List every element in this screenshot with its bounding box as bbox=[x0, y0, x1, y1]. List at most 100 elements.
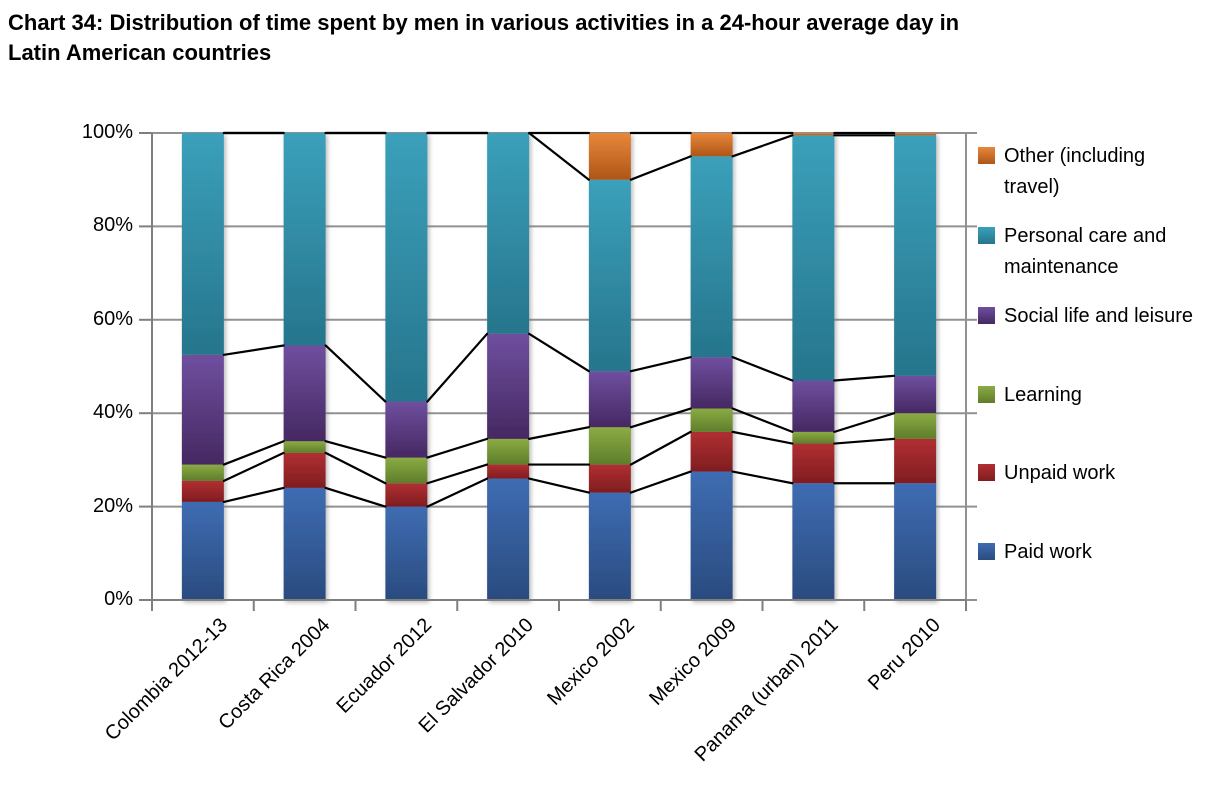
bar-segment-unpaid-work-costa-rica-2004 bbox=[283, 452, 326, 488]
y-axis-label-20: 20% bbox=[92, 494, 133, 517]
legend-label-paid-work: Paid work bbox=[1004, 541, 1092, 563]
bar-mexico-2009 bbox=[690, 133, 733, 600]
bar-segment-learning-ecuador-2012 bbox=[385, 457, 428, 484]
legend-label-social-life-and-leisure: Social life and leisure bbox=[1004, 305, 1193, 327]
series-line-social-life-and-leisure-1 bbox=[324, 344, 387, 403]
bar-segment-other-including-travel-peru-2010 bbox=[894, 133, 937, 136]
bar-el-salvador-2010 bbox=[487, 133, 530, 600]
legend-label-personal-care-and-maintenance: Personal care and maintenance bbox=[1004, 225, 1167, 278]
series-line-paid-work-4 bbox=[629, 470, 692, 494]
bar-segment-paid-work-mexico-2002 bbox=[588, 492, 631, 600]
y-axis-label-0: 0% bbox=[104, 588, 133, 610]
bar-segment-unpaid-work-mexico-2002 bbox=[588, 464, 631, 493]
series-line-unpaid-work-6 bbox=[833, 437, 896, 445]
series-line-paid-work-5 bbox=[731, 470, 794, 485]
series-line-learning-3 bbox=[528, 426, 590, 440]
series-line-learning-1 bbox=[324, 440, 387, 459]
legend-item-other-including-travel: Other (including travel) bbox=[978, 141, 1220, 203]
legend-swatch-personal-care-and-maintenance bbox=[978, 227, 995, 244]
bar-segment-learning-mexico-2002 bbox=[588, 427, 631, 465]
bar-segment-personal-care-and-maintenance-mexico-2002 bbox=[588, 179, 631, 372]
legend-swatch-other-including-travel bbox=[978, 147, 995, 164]
series-line-personal-care-and-maintenance-4 bbox=[629, 155, 692, 181]
bar-ecuador-2012 bbox=[385, 133, 428, 600]
series-line-learning-2 bbox=[426, 437, 489, 459]
bar-segment-paid-work-mexico-2009 bbox=[690, 471, 733, 600]
bar-segment-personal-care-and-maintenance-ecuador-2012 bbox=[385, 133, 428, 402]
bar-segment-paid-work-peru-2010 bbox=[894, 483, 937, 600]
y-axis-label-60: 60% bbox=[92, 307, 133, 330]
bar-segment-learning-panama-urban-2011 bbox=[792, 431, 835, 444]
series-line-social-life-and-leisure-4 bbox=[629, 356, 692, 373]
legend-item-learning: Learning bbox=[978, 380, 1220, 411]
series-line-paid-work-2 bbox=[426, 477, 489, 508]
series-line-personal-care-and-maintenance-3 bbox=[528, 131, 590, 181]
series-line-unpaid-work-1 bbox=[324, 451, 387, 485]
bar-segment-unpaid-work-panama-urban-2011 bbox=[792, 443, 835, 484]
bar-segment-learning-peru-2010 bbox=[894, 413, 937, 439]
chart-title: Chart 34: Distribution of time spent by … bbox=[8, 8, 1220, 68]
series-line-learning-4 bbox=[629, 407, 692, 429]
bar-segment-unpaid-work-mexico-2009 bbox=[690, 431, 733, 472]
bar-segment-social-life-and-leisure-peru-2010 bbox=[894, 375, 937, 414]
bar-segment-social-life-and-leisure-panama-urban-2011 bbox=[792, 380, 835, 432]
y-axis-label-80: 80% bbox=[92, 214, 133, 237]
series-line-unpaid-work-2 bbox=[426, 463, 489, 485]
bar-segment-personal-care-and-maintenance-el-salvador-2010 bbox=[487, 133, 530, 334]
axes bbox=[139, 133, 967, 611]
bar-segment-social-life-and-leisure-ecuador-2012 bbox=[385, 401, 428, 458]
bar-segment-unpaid-work-el-salvador-2010 bbox=[487, 464, 530, 479]
bar-segment-paid-work-el-salvador-2010 bbox=[487, 478, 530, 600]
gridlines bbox=[139, 132, 977, 601]
bar-mexico-2002 bbox=[588, 133, 631, 600]
bar-segment-personal-care-and-maintenance-mexico-2009 bbox=[690, 156, 733, 358]
series-line-social-life-and-leisure-6 bbox=[833, 374, 896, 382]
series-line-paid-work-0 bbox=[222, 486, 285, 504]
bar-segment-unpaid-work-colombia-2012-13 bbox=[181, 480, 224, 502]
bar-segment-other-including-travel-mexico-2002 bbox=[588, 133, 631, 180]
series-line-learning-5 bbox=[731, 407, 794, 433]
bar-segment-social-life-and-leisure-el-salvador-2010 bbox=[487, 333, 530, 439]
bar-segment-learning-colombia-2012-13 bbox=[181, 464, 224, 481]
series-line-learning-6 bbox=[833, 412, 896, 433]
series-line-social-life-and-leisure-5 bbox=[731, 356, 794, 382]
bar-colombia-2012-13 bbox=[181, 133, 224, 600]
series-line-unpaid-work-0 bbox=[222, 451, 285, 483]
legend-item-unpaid-work: Unpaid work bbox=[978, 458, 1220, 489]
bar-segment-social-life-and-leisure-colombia-2012-13 bbox=[181, 354, 224, 465]
legend-swatch-social-life-and-leisure bbox=[978, 307, 995, 324]
legend-item-social-life-and-leisure: Social life and leisure bbox=[978, 301, 1220, 332]
legend-item-personal-care-and-maintenance: Personal care and maintenance bbox=[978, 221, 1220, 283]
bar-segment-learning-el-salvador-2010 bbox=[487, 438, 530, 465]
bar-panama-urban-2011 bbox=[792, 133, 835, 600]
legend-label-unpaid-work: Unpaid work bbox=[1004, 462, 1116, 484]
series-line-paid-work-1 bbox=[324, 486, 387, 508]
bar-segment-other-including-travel-panama-urban-2011 bbox=[792, 133, 835, 136]
bar-segment-social-life-and-leisure-mexico-2002 bbox=[588, 371, 631, 428]
bar-peru-2010 bbox=[894, 133, 937, 600]
title-line-2: Latin American countries bbox=[8, 40, 272, 65]
bar-segment-other-including-travel-mexico-2009 bbox=[690, 133, 733, 157]
bar-segment-social-life-and-leisure-mexico-2009 bbox=[690, 357, 733, 409]
bar-costa-rica-2004 bbox=[283, 133, 326, 600]
legend-swatch-unpaid-work bbox=[978, 464, 995, 481]
series-lines bbox=[222, 131, 896, 508]
bar-segment-learning-mexico-2009 bbox=[690, 408, 733, 432]
series-line-personal-care-and-maintenance-5 bbox=[731, 134, 794, 158]
legend-item-paid-work: Paid work bbox=[978, 537, 1220, 568]
legend-swatch-learning bbox=[978, 386, 995, 403]
legend-label-learning: Learning bbox=[1004, 384, 1082, 406]
legend-label-other-including-travel: Other (including travel) bbox=[1004, 145, 1146, 198]
series-line-social-life-and-leisure-3 bbox=[528, 332, 590, 373]
bar-segment-personal-care-and-maintenance-costa-rica-2004 bbox=[283, 133, 326, 346]
bar-segment-paid-work-panama-urban-2011 bbox=[792, 483, 835, 600]
bar-segment-unpaid-work-ecuador-2012 bbox=[385, 483, 428, 507]
legend-swatch-paid-work bbox=[978, 543, 995, 560]
bars bbox=[181, 133, 937, 600]
y-axis-label-40: 40% bbox=[92, 401, 133, 424]
bar-segment-personal-care-and-maintenance-panama-urban-2011 bbox=[792, 135, 835, 381]
series-line-social-life-and-leisure-0 bbox=[222, 344, 285, 356]
series-line-unpaid-work-4 bbox=[629, 430, 692, 466]
